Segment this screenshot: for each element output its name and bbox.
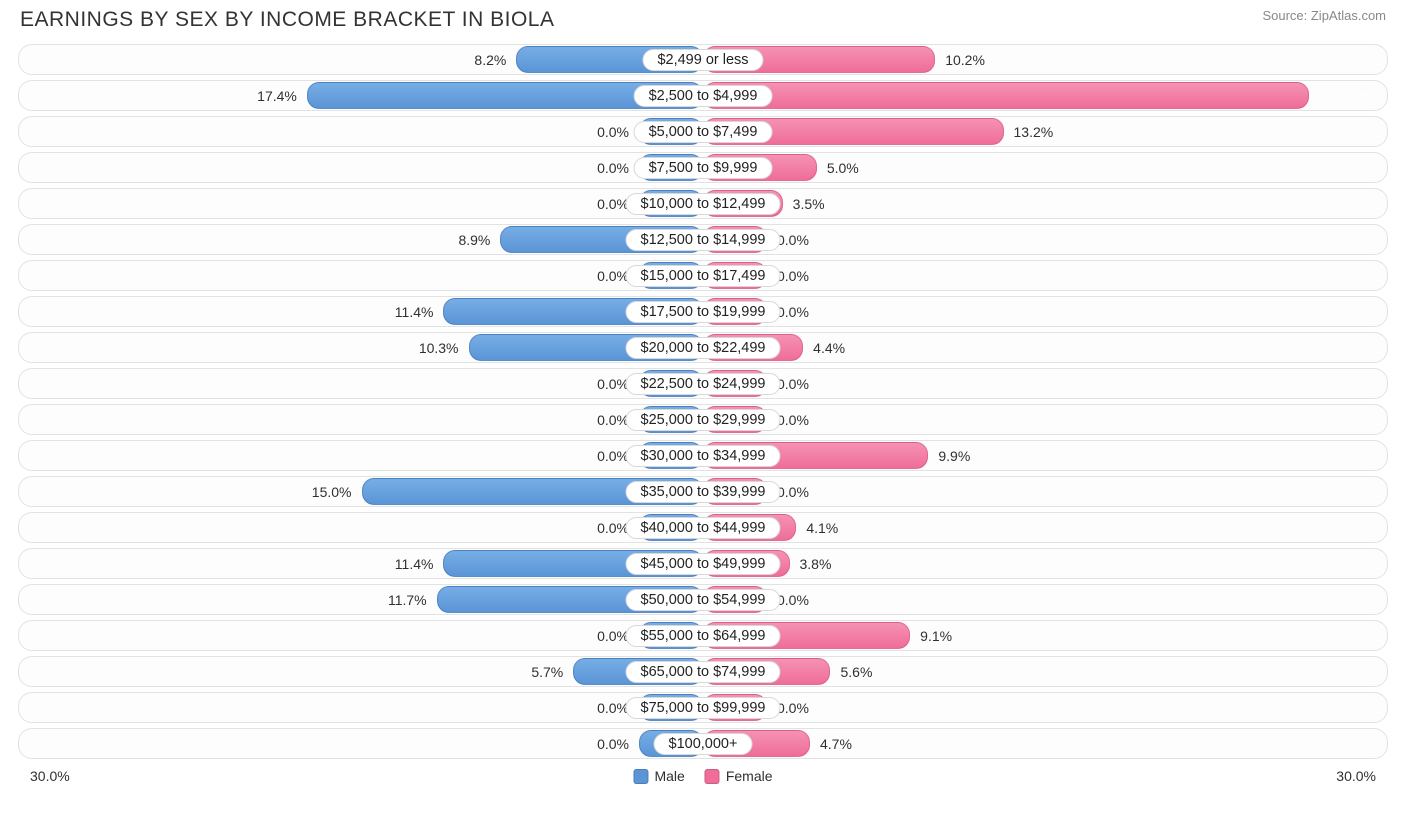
- axis-max-right: 30.0%: [1336, 768, 1376, 784]
- chart-title: EARNINGS BY SEX BY INCOME BRACKET IN BIO…: [20, 8, 555, 32]
- chart-source: Source: ZipAtlas.com: [1262, 8, 1386, 23]
- chart-footer: 30.0% Male Female 30.0%: [0, 764, 1406, 794]
- value-female: 5.6%: [834, 664, 872, 680]
- bracket-label: $2,499 or less: [642, 49, 763, 71]
- value-female: 4.7%: [814, 736, 852, 752]
- value-female: 26.6%: [1340, 88, 1380, 104]
- value-female: 4.4%: [807, 340, 845, 356]
- value-female: 9.1%: [914, 628, 952, 644]
- chart-row: 0.0% 13.2% $5,000 to $7,499: [18, 116, 1388, 147]
- chart-row: 15.0%0.0%$35,000 to $39,999: [18, 476, 1388, 507]
- chart-row: 0.0%9.9%$30,000 to $34,999: [18, 440, 1388, 471]
- bracket-label: $15,000 to $17,499: [626, 265, 781, 287]
- legend-label-female: Female: [726, 768, 773, 784]
- chart-body: 8.2% 10.2% $2,499 or less 17.4% 26.6% $2,500 …: [0, 44, 1406, 759]
- bracket-label: $100,000+: [654, 733, 753, 755]
- chart-row: 0.0%0.0%$25,000 to $29,999: [18, 404, 1388, 435]
- bracket-label: $12,500 to $14,999: [626, 229, 781, 251]
- legend-swatch-male: [633, 769, 648, 784]
- value-male: 11.4%: [395, 556, 440, 572]
- value-female: 9.9%: [932, 448, 970, 464]
- bracket-label: $55,000 to $64,999: [626, 625, 781, 647]
- value-male: 15.0%: [312, 484, 358, 500]
- chart-row: 0.0% 4.7% $100,000+: [18, 728, 1388, 759]
- legend-label-male: Male: [654, 768, 684, 784]
- bracket-label: $25,000 to $29,999: [626, 409, 781, 431]
- chart-row: 0.0% 5.0% $7,500 to $9,999: [18, 152, 1388, 183]
- chart-row: 8.9%0.0%$12,500 to $14,999: [18, 224, 1388, 255]
- value-male: 10.3%: [419, 340, 465, 356]
- chart-row: 8.2% 10.2% $2,499 or less: [18, 44, 1388, 75]
- chart-row: 0.0%0.0%$75,000 to $99,999: [18, 692, 1388, 723]
- value-male: 8.9%: [458, 232, 496, 248]
- value-female: 13.2%: [1008, 124, 1054, 140]
- legend-swatch-female: [705, 769, 720, 784]
- value-male: 11.7%: [388, 592, 433, 608]
- value-female: 5.0%: [821, 160, 859, 176]
- bracket-label: $50,000 to $54,999: [626, 589, 781, 611]
- bracket-label: $40,000 to $44,999: [626, 517, 781, 539]
- axis-max-left: 30.0%: [30, 768, 70, 784]
- value-female: 3.8%: [794, 556, 832, 572]
- bracket-label: $65,000 to $74,999: [626, 661, 781, 683]
- bracket-label: $20,000 to $22,499: [626, 337, 781, 359]
- bracket-label: $10,000 to $12,499: [626, 193, 781, 215]
- chart-row: 0.0%4.1%$40,000 to $44,999: [18, 512, 1388, 543]
- chart-row: 0.0%0.0%$22,500 to $24,999: [18, 368, 1388, 399]
- bracket-label: $17,500 to $19,999: [626, 301, 781, 323]
- bracket-label: $75,000 to $99,999: [626, 697, 781, 719]
- value-male: 5.7%: [531, 664, 569, 680]
- bracket-label: $45,000 to $49,999: [626, 553, 781, 575]
- value-female: 10.2%: [939, 52, 985, 68]
- value-female: 4.1%: [800, 520, 838, 536]
- bracket-label: $30,000 to $34,999: [626, 445, 781, 467]
- chart-row: 11.4% 3.8% $45,000 to $49,999: [18, 548, 1388, 579]
- chart-row: 5.7% 5.6% $65,000 to $74,999: [18, 656, 1388, 687]
- chart-row: 10.3% 4.4% $20,000 to $22,499: [18, 332, 1388, 363]
- value-male: 0.0%: [597, 736, 635, 752]
- chart-header: EARNINGS BY SEX BY INCOME BRACKET IN BIO…: [0, 0, 1406, 44]
- bracket-label: $5,000 to $7,499: [634, 121, 773, 143]
- legend: Male Female: [633, 768, 772, 784]
- bracket-label: $22,500 to $24,999: [626, 373, 781, 395]
- value-male: 17.4%: [257, 88, 303, 104]
- value-female: 3.5%: [787, 196, 825, 212]
- legend-item-female: Female: [705, 768, 773, 784]
- bracket-label: $2,500 to $4,999: [634, 85, 773, 107]
- value-male: 0.0%: [597, 124, 635, 140]
- chart-row: 17.4% 26.6% $2,500 to $4,999: [18, 80, 1388, 111]
- chart-row: 0.0%9.1%$55,000 to $64,999: [18, 620, 1388, 651]
- bracket-label: $35,000 to $39,999: [626, 481, 781, 503]
- value-male: 8.2%: [474, 52, 512, 68]
- legend-item-male: Male: [633, 768, 684, 784]
- chart-row: 11.4%0.0%$17,500 to $19,999: [18, 296, 1388, 327]
- bracket-label: $7,500 to $9,999: [634, 157, 773, 179]
- bar-female: [703, 82, 1309, 109]
- value-male: 11.4%: [395, 304, 440, 320]
- value-male: 0.0%: [597, 160, 635, 176]
- chart-row: 0.0%0.0%$15,000 to $17,499: [18, 260, 1388, 291]
- chart-row: 0.0%3.5%$10,000 to $12,499: [18, 188, 1388, 219]
- chart-row: 11.7%0.0%$50,000 to $54,999: [18, 584, 1388, 615]
